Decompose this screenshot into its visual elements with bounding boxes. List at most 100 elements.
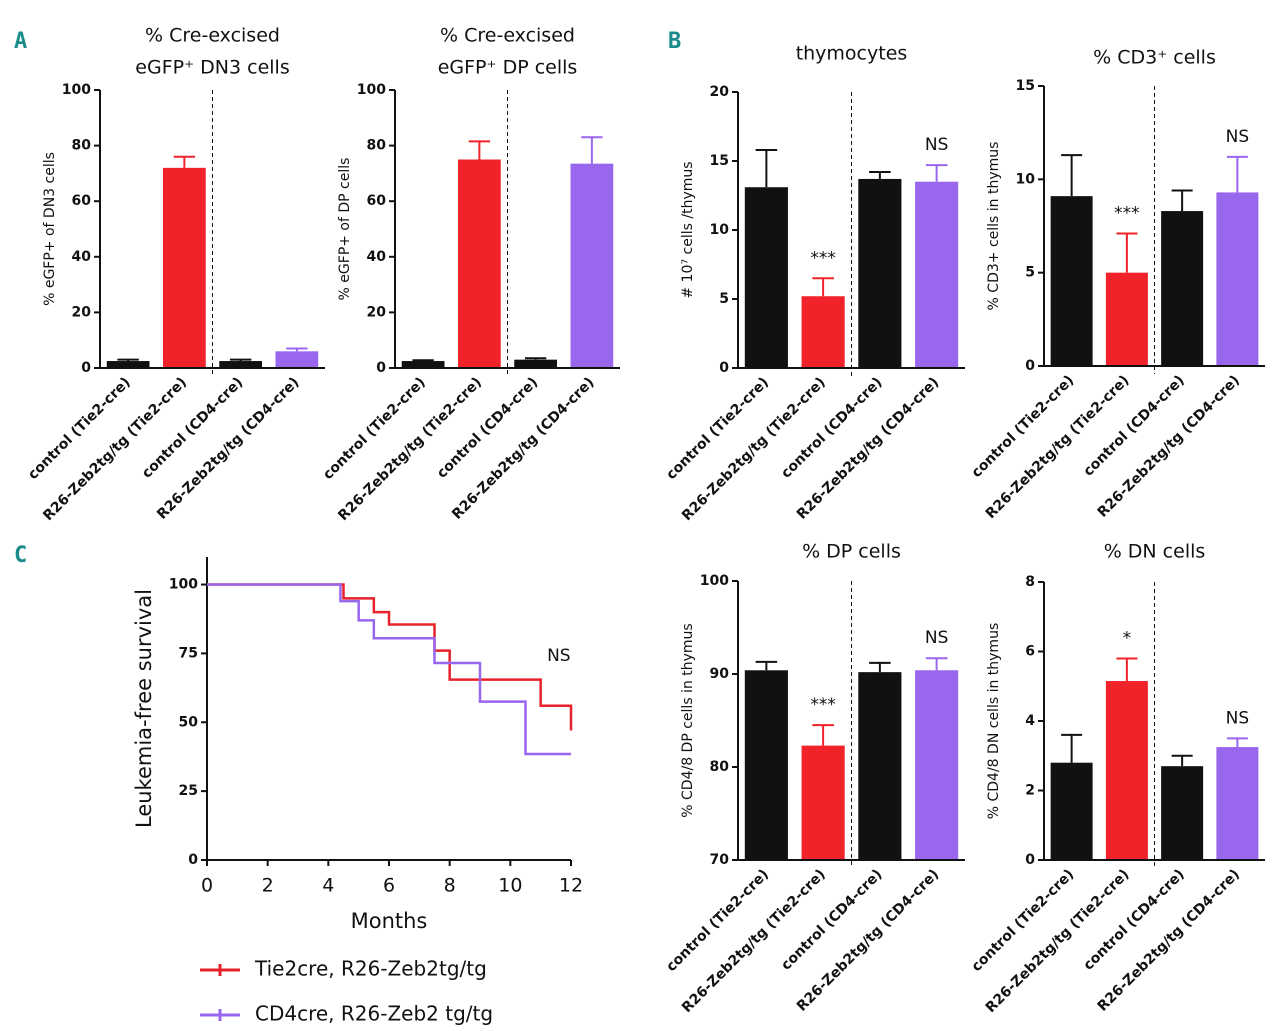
annotation: NS (1226, 127, 1250, 147)
y-tick-label: 0 (1025, 358, 1035, 374)
x-tick-label: control (CD4-cre) (1081, 372, 1188, 479)
bar (858, 178, 902, 368)
bar (1216, 747, 1259, 860)
y-tick-label: 25 (179, 783, 198, 799)
x-tick-label: control (Tie2-cre) (25, 374, 134, 483)
y-axis-label: Leukemia-free survival (132, 589, 156, 828)
bar (744, 187, 788, 368)
x-tick-label: 0 (201, 875, 213, 897)
y-axis-label: % eGFP+ of DP cells (337, 158, 353, 301)
x-tick-label: 10 (498, 875, 522, 897)
y-tick-label: 8 (1025, 574, 1035, 590)
bar (1105, 681, 1148, 860)
y-tick-label: 90 (710, 666, 730, 682)
y-tick-label: 70 (710, 852, 730, 868)
y-tick-label: 6 (1025, 644, 1035, 660)
bar (1050, 196, 1093, 366)
annotation: NS (925, 135, 949, 155)
y-tick-label: 4 (1025, 713, 1035, 729)
bar (401, 361, 445, 368)
y-tick-label: 20 (367, 304, 387, 320)
x-tick-label: 8 (444, 875, 456, 897)
survival-line (207, 583, 573, 731)
y-axis-label: # 10⁷ cells /thymus (680, 161, 696, 298)
chart-title: eGFP⁺ DN3 cells (135, 57, 289, 79)
bar (570, 163, 614, 368)
y-tick-label: 80 (710, 759, 730, 775)
y-tick-label: 10 (710, 222, 730, 238)
bar (514, 359, 557, 368)
bar (1050, 762, 1093, 860)
bar (1161, 766, 1204, 860)
x-tick-label: control (Tie2-cre) (663, 374, 772, 483)
bar (858, 672, 902, 860)
y-tick-label: 20 (72, 304, 92, 320)
bar (163, 167, 206, 368)
y-tick-label: 100 (62, 82, 91, 98)
bar (801, 745, 845, 860)
bar (1216, 192, 1259, 366)
y-tick-label: 60 (72, 193, 92, 209)
panel-label: A (14, 29, 27, 54)
x-tick-label: control (CD4-cre) (778, 866, 885, 973)
y-tick-label: 0 (81, 360, 91, 376)
bar (106, 361, 150, 368)
y-tick-label: 80 (72, 138, 92, 154)
chart-title: % CD3⁺ cells (1093, 47, 1216, 69)
annotation: *** (810, 695, 836, 715)
y-tick-label: 0 (1025, 852, 1035, 868)
x-tick-label: control (Tie2-cre) (320, 374, 429, 483)
y-axis-label: % CD4/8 DP cells in thymus (680, 623, 696, 817)
x-tick-label: control (CD4-cre) (139, 374, 246, 481)
y-tick-label: 10 (1016, 171, 1036, 187)
y-tick-label: 0 (719, 360, 729, 376)
x-tick-label: 2 (262, 875, 274, 897)
chart-title: % Cre-excised (145, 25, 280, 47)
x-tick-label: 4 (322, 875, 334, 897)
chart-title: % Cre-excised (440, 25, 575, 47)
annotation: *** (810, 248, 836, 268)
y-axis-label: % CD4/8 DN cells in thymus (986, 623, 1002, 820)
y-tick-label: 50 (179, 714, 199, 730)
legend-label: CD4cre, R26-Zeb2 tg/tg (255, 1002, 493, 1026)
bar (744, 670, 788, 860)
x-axis-label: Months (351, 909, 428, 933)
x-tick-label: control (CD4-cre) (434, 374, 541, 481)
annotation: NS (1226, 708, 1250, 728)
bar (801, 296, 845, 368)
y-tick-label: 0 (188, 852, 198, 868)
y-tick-label: 15 (1016, 78, 1035, 94)
y-tick-label: 100 (357, 82, 386, 98)
y-tick-label: 100 (169, 577, 198, 593)
chart-title: % DN cells (1104, 541, 1206, 563)
y-tick-label: 2 (1025, 783, 1035, 799)
y-tick-label: 75 (179, 645, 198, 661)
bar (275, 351, 319, 368)
panel-label: B (668, 29, 681, 54)
chart-title: thymocytes (796, 43, 908, 65)
x-tick-label: 12 (559, 875, 583, 897)
y-tick-label: 15 (710, 153, 729, 169)
y-tick-label: 100 (700, 573, 729, 589)
annotation: NS (925, 628, 949, 648)
bar (915, 181, 959, 368)
survival-line (207, 583, 571, 756)
y-tick-label: 40 (72, 249, 92, 265)
y-tick-label: 40 (367, 249, 387, 265)
y-tick-label: 60 (367, 193, 387, 209)
x-tick-label: control (CD4-cre) (778, 374, 885, 481)
x-tick-label: control (Tie2-cre) (969, 866, 1078, 975)
annotation: *** (1114, 203, 1140, 223)
y-tick-label: 5 (1025, 265, 1035, 281)
y-tick-label: 5 (719, 291, 729, 307)
y-tick-label: 80 (367, 138, 387, 154)
annotation: * (1123, 628, 1132, 648)
bar (915, 670, 959, 860)
y-tick-label: 0 (376, 360, 386, 376)
annotation: NS (547, 646, 571, 666)
bar (458, 159, 501, 368)
chart-title: % DP cells (802, 541, 901, 563)
y-axis-label: % CD3+ cells in thymus (986, 142, 1002, 311)
chart-title: eGFP⁺ DP cells (438, 57, 578, 79)
